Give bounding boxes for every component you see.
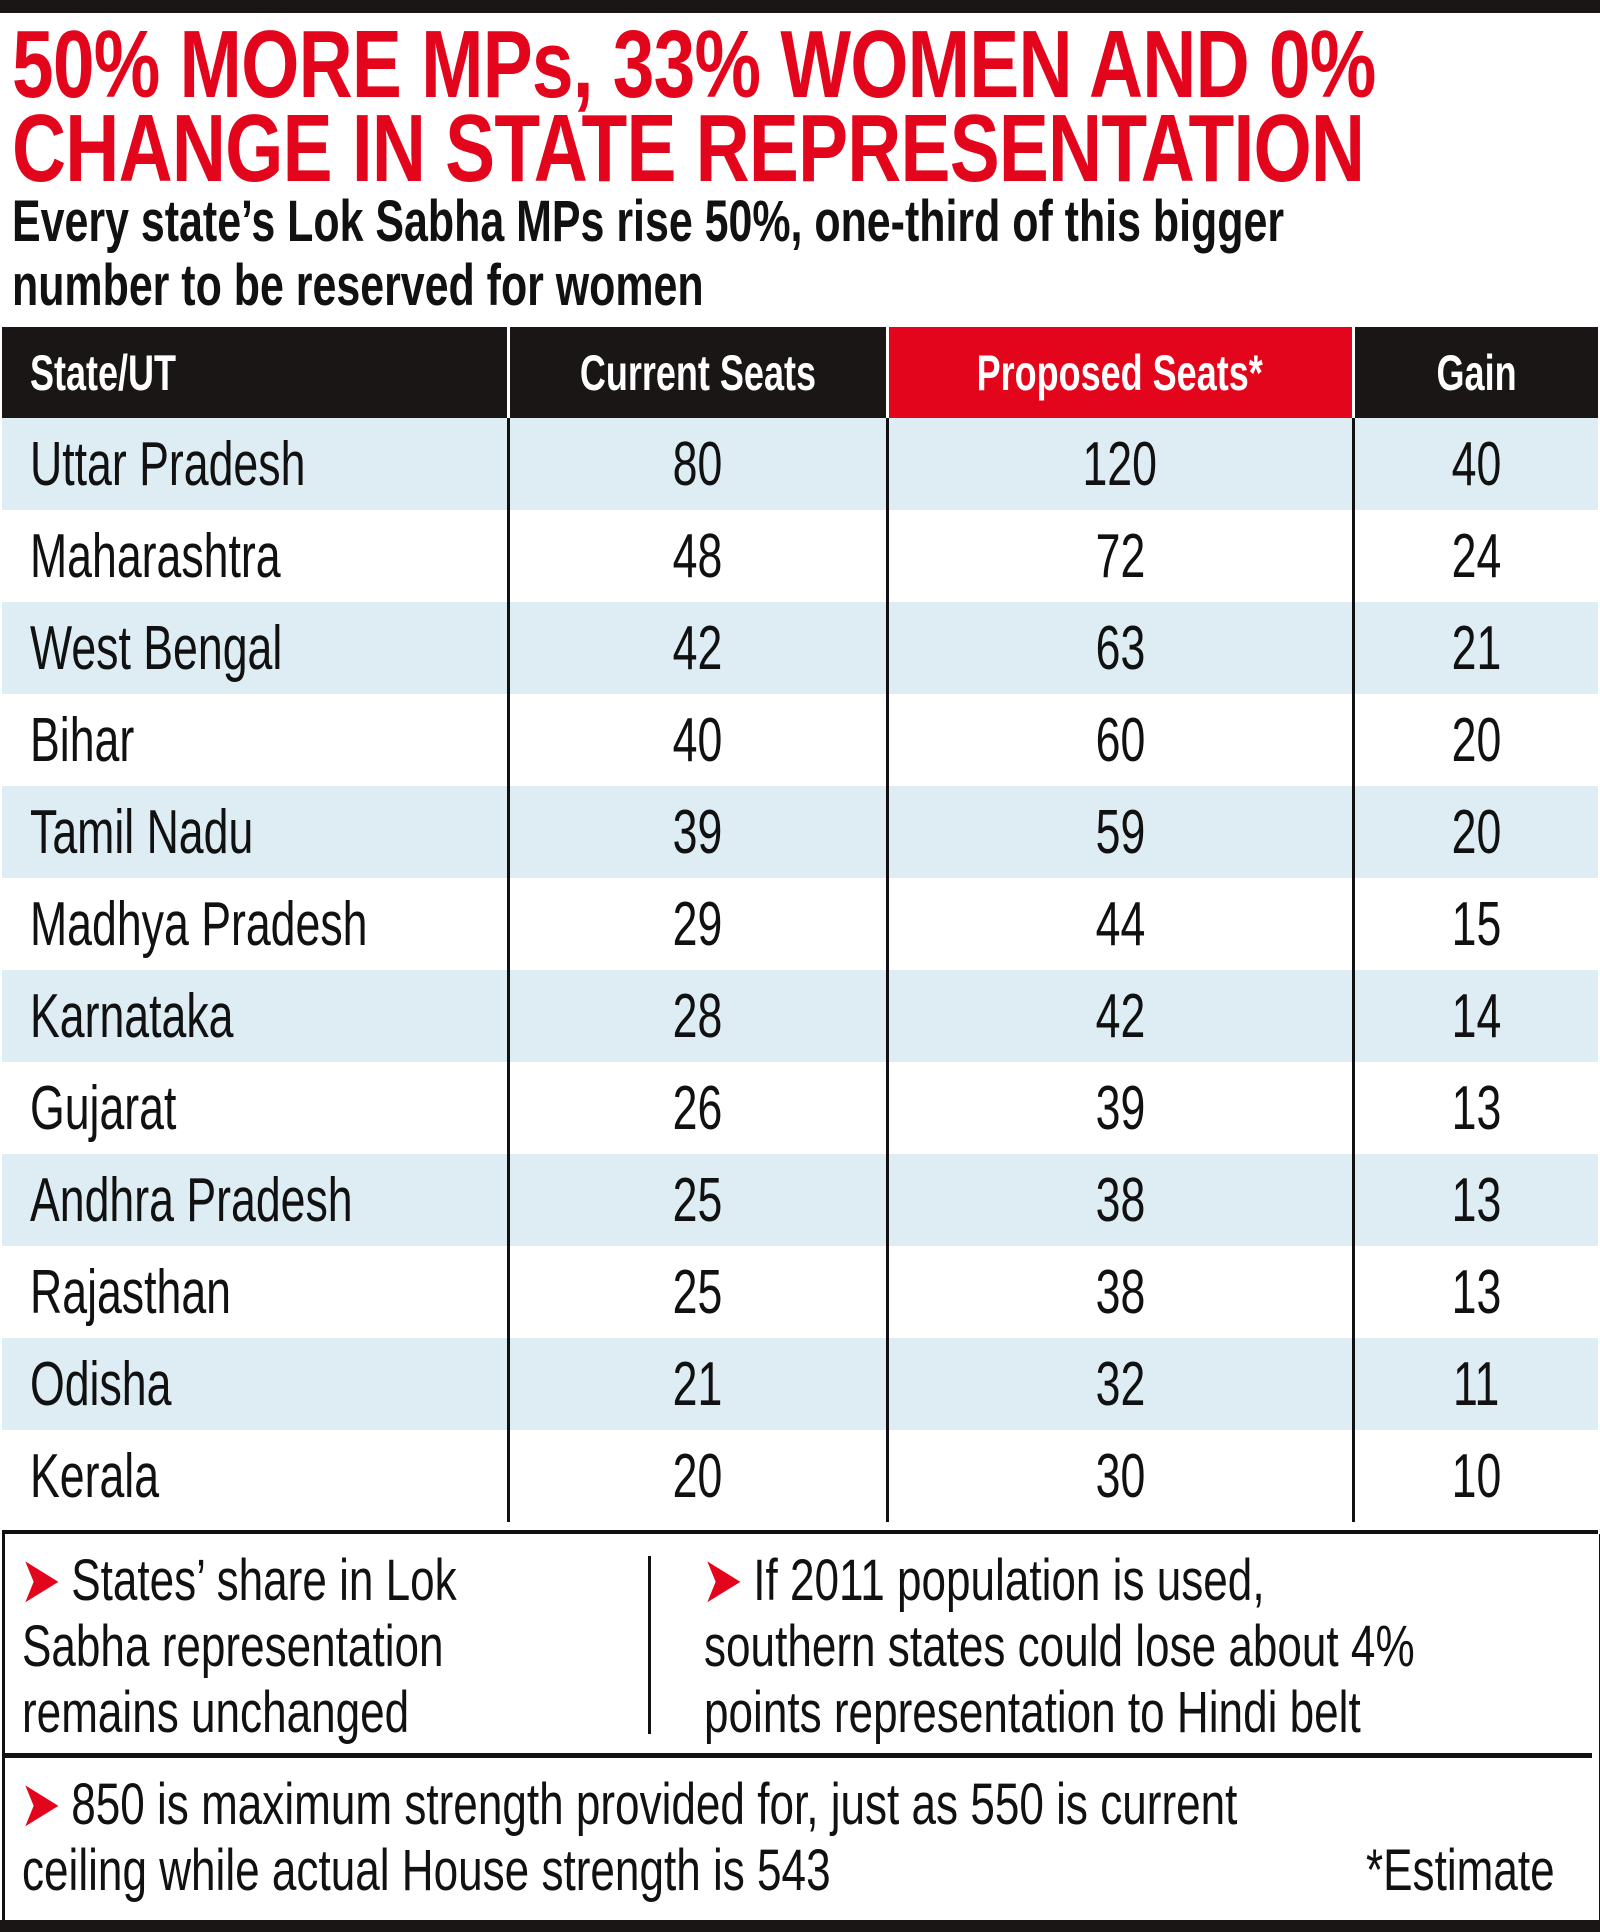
- header-gain: Gain: [1353, 327, 1598, 418]
- cell-state: Kerala: [2, 1430, 510, 1522]
- cell-proposed-seats: 30: [887, 1430, 1355, 1522]
- cell-proposed-seats: 42: [887, 970, 1355, 1062]
- subtitle-line-2: number to be reserved for women: [12, 253, 704, 318]
- note-left: ➤ States’ share in Lok Sabha representat…: [22, 1548, 457, 1745]
- cell-state: Gujarat: [2, 1062, 510, 1154]
- cell-state: Madhya Pradesh: [2, 878, 510, 970]
- cell-current-seats: 29: [508, 878, 889, 970]
- cell-proposed-seats: 38: [887, 1246, 1355, 1338]
- table-row: Odisha 21 32 11: [2, 1338, 1598, 1430]
- cell-proposed-seats: 72: [887, 510, 1355, 602]
- header-state: State/UT: [2, 327, 510, 418]
- cell-proposed-seats: 38: [887, 1154, 1355, 1246]
- table-row: Kerala 20 30 10: [2, 1430, 1598, 1522]
- note-bottom: ➤ 850 is maximum strength provided for, …: [22, 1772, 1238, 1903]
- table-row: Tamil Nadu 39 59 20: [2, 786, 1598, 878]
- cell-gain: 13: [1353, 1154, 1598, 1246]
- cell-current-seats: 21: [508, 1338, 889, 1430]
- notes-divider: [648, 1556, 651, 1734]
- cell-gain: 40: [1353, 418, 1598, 510]
- cell-gain: 11: [1353, 1338, 1598, 1430]
- cell-state: Rajasthan: [2, 1246, 510, 1338]
- cell-proposed-seats: 59: [887, 786, 1355, 878]
- red-arrow-icon: ➤: [704, 1548, 741, 1613]
- cell-gain: 10: [1451, 1441, 1502, 1511]
- cell-proposed-seats: 60: [887, 694, 1355, 786]
- cell-proposed-seats: 44: [887, 878, 1355, 970]
- table-row: Maharashtra 48 72 24: [2, 510, 1598, 602]
- table-bottom-rule: [2, 1530, 1598, 1534]
- cell-state: Bihar: [2, 694, 510, 786]
- table-row: Andhra Pradesh 25 38 13: [2, 1154, 1598, 1246]
- cell-proposed-seats: 32: [887, 1338, 1355, 1430]
- cell-gain: 15: [1451, 889, 1502, 959]
- cell-proposed-seats: 120: [887, 418, 1355, 510]
- table-row: Madhya Pradesh 29 44 15: [2, 878, 1598, 970]
- cell-state: Uttar Pradesh: [2, 418, 510, 510]
- cell-current-seats: 42: [508, 602, 889, 694]
- footnote-estimate: *Estimate: [1366, 1838, 1555, 1903]
- cell-state: West Bengal: [2, 602, 510, 694]
- headline-line-2: CHANGE IN STATE REPRESENTATION: [12, 95, 1365, 202]
- cell-state: Odisha: [2, 1338, 510, 1430]
- cell-proposed-seats: 63: [887, 602, 1355, 694]
- subtitle-line-1: Every state’s Lok Sabha MPs rise 50%, on…: [12, 189, 1285, 254]
- cell-gain: 24: [1451, 521, 1502, 591]
- table-row: Bihar 40 60 20: [2, 694, 1598, 786]
- cell-proposed-seats: 39: [887, 1062, 1355, 1154]
- cell-current-seats: 20: [508, 1430, 889, 1522]
- headline-line-1: 50% MORE MPs, 33% WOMEN AND 0%: [12, 11, 1376, 118]
- header-proposed-seats: Proposed Seats*: [887, 327, 1355, 418]
- cell-current-seats: 80: [508, 418, 889, 510]
- cell-gain: 13: [1451, 1257, 1502, 1327]
- cell-gain: 20: [1451, 705, 1502, 775]
- cell-gain: 13: [1451, 1073, 1502, 1143]
- bottom-rule: [0, 1920, 1600, 1932]
- note-right: ➤ If 2011 population is used, southern s…: [704, 1548, 1415, 1745]
- cell-current-seats: 40: [508, 694, 889, 786]
- header-current-seats: Current Seats: [508, 327, 889, 418]
- cell-current-seats: 26: [508, 1062, 889, 1154]
- cell-current-seats: 25: [508, 1154, 889, 1246]
- cell-current-seats: 28: [508, 970, 889, 1062]
- cell-state: Tamil Nadu: [2, 786, 510, 878]
- red-arrow-icon: ➤: [22, 1548, 59, 1613]
- table-header-row: State/UT Current Seats Proposed Seats* G…: [2, 327, 1598, 418]
- table-row: Karnataka 28 42 14: [2, 970, 1598, 1062]
- seats-table: State/UT Current Seats Proposed Seats* G…: [2, 327, 1598, 1522]
- cell-current-seats: 25: [508, 1246, 889, 1338]
- top-rule: [0, 0, 1600, 13]
- cell-state: Andhra Pradesh: [2, 1154, 510, 1246]
- cell-state: Maharashtra: [2, 510, 510, 602]
- cell-state: Karnataka: [2, 970, 510, 1062]
- table-row: West Bengal 42 63 21: [2, 602, 1598, 694]
- cell-current-seats: 48: [508, 510, 889, 602]
- cell-gain: 14: [1353, 970, 1598, 1062]
- notes-rule: [2, 1753, 1592, 1758]
- cell-current-seats: 39: [508, 786, 889, 878]
- cell-gain: 20: [1353, 786, 1598, 878]
- table-row: Uttar Pradesh 80 120 40: [2, 418, 1598, 510]
- red-arrow-icon: ➤: [22, 1772, 59, 1837]
- table-row: Gujarat 26 39 13: [2, 1062, 1598, 1154]
- cell-gain: 21: [1353, 602, 1598, 694]
- table-row: Rajasthan 25 38 13: [2, 1246, 1598, 1338]
